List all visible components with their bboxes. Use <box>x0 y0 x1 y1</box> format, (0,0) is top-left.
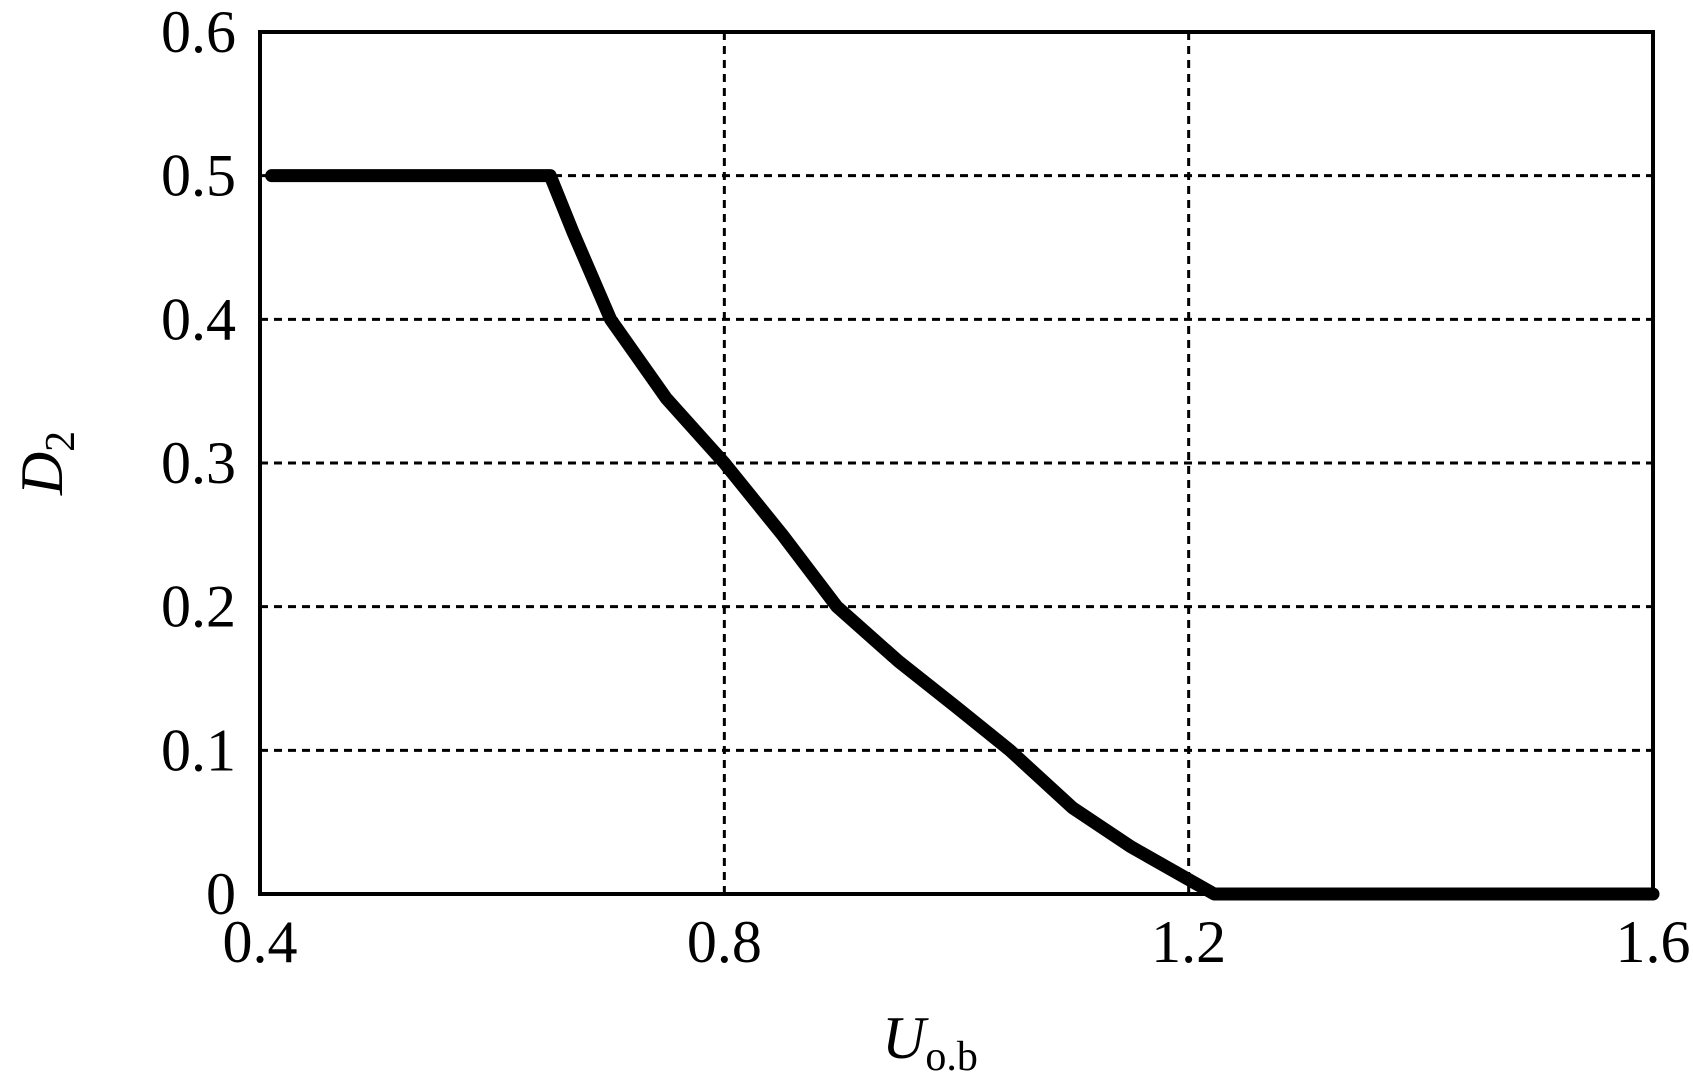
y-tick-label: 0.3 <box>161 430 236 496</box>
x-tick-label: 0.4 <box>223 909 298 975</box>
y-tick-label: 0.4 <box>161 286 236 352</box>
x-axis-label-sub: o.b <box>925 1034 978 1076</box>
x-tick-label: 0.8 <box>687 909 762 975</box>
x-axis-label: Uo.b <box>882 1005 978 1076</box>
y-tick-label: 0.1 <box>161 717 236 783</box>
y-axis-label: D2 <box>9 431 84 496</box>
x-axis-label-main: U <box>882 1005 929 1071</box>
data-line <box>265 169 1660 901</box>
x-tick-label: 1.6 <box>1616 909 1691 975</box>
y-axis-label-main: D <box>9 452 75 496</box>
plot-frame <box>258 30 1655 896</box>
x-tick-label: 1.2 <box>1151 909 1226 975</box>
y-axis-label-sub: 2 <box>38 431 84 452</box>
y-tick-label: 0 <box>206 861 236 927</box>
y-tick-label: 0.2 <box>161 574 236 640</box>
y-tick-label: 0.5 <box>161 143 236 209</box>
y-tick-label: 0.6 <box>161 0 236 65</box>
